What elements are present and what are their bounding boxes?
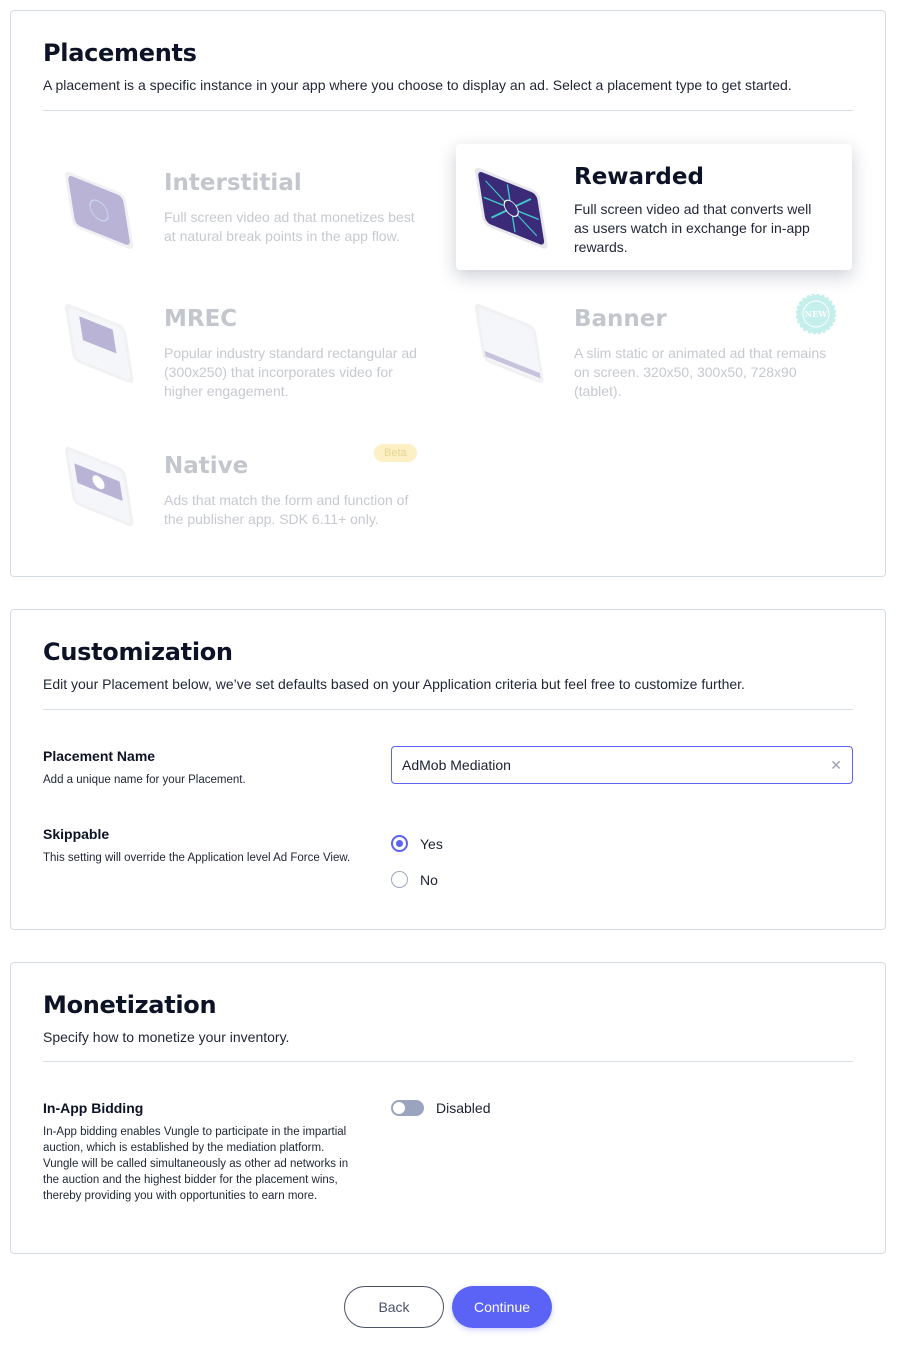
- skippable-label: Skippable: [43, 826, 110, 842]
- banner-phone-icon: [474, 303, 544, 384]
- placements-title: Placements: [43, 39, 197, 67]
- placement-native[interactable]: Native Ads that match the form and funct…: [46, 427, 442, 553]
- placement-mrec[interactable]: MREC Popular industry standard rectangul…: [46, 280, 442, 406]
- svg-text:NEW: NEW: [805, 309, 828, 319]
- native-phone-icon: [64, 446, 134, 527]
- toggle-state-label: Disabled: [436, 1100, 491, 1116]
- placement-desc: Ads that match the form and function of …: [164, 492, 409, 527]
- placement-desc: A slim static or animated ad that remain…: [574, 345, 827, 399]
- divider: [43, 110, 853, 111]
- monetization-card: Monetization Specify how to monetize you…: [10, 962, 886, 1254]
- skippable-hint: This setting will override the Applicati…: [43, 852, 351, 864]
- placement-name-label: Placement Name: [43, 748, 156, 764]
- placement-desc: Full screen video ad that monetizes best…: [164, 209, 415, 244]
- placement-desc: Full screen video ad that converts well …: [574, 201, 812, 255]
- radio-unchecked-icon: [391, 871, 408, 888]
- rewarded-phone-icon: [474, 167, 548, 249]
- radio-label: Yes: [420, 835, 443, 852]
- placement-title: MREC: [164, 306, 238, 332]
- placement-interstitial[interactable]: Interstitial Full screen video ad that m…: [46, 144, 442, 270]
- clear-icon[interactable]: ✕: [830, 757, 842, 773]
- divider: [43, 709, 853, 710]
- placements-card: Placements A placement is a specific ins…: [10, 10, 886, 577]
- skippable-no-radio[interactable]: No: [391, 871, 438, 888]
- customization-card: Customization Edit your Placement below,…: [10, 609, 886, 930]
- placement-title: Interstitial: [164, 170, 302, 196]
- divider: [43, 1061, 853, 1062]
- customization-subtitle: Edit your Placement below, we’ve set def…: [43, 676, 745, 692]
- continue-button[interactable]: Continue: [452, 1286, 552, 1328]
- placement-name-input[interactable]: AdMob Mediation ✕: [391, 746, 853, 784]
- bidding-toggle[interactable]: [391, 1100, 424, 1116]
- new-badge-icon: NEW: [796, 294, 836, 334]
- bidding-hint: In-App bidding enables Vungle to partici…: [43, 1126, 349, 1202]
- customization-title: Customization: [43, 638, 233, 666]
- placement-name-value: AdMob Mediation: [402, 757, 511, 773]
- placement-title: Banner: [574, 306, 667, 332]
- toggle-knob: [393, 1102, 405, 1114]
- bidding-label: In-App Bidding: [43, 1100, 144, 1116]
- placement-title: Native: [164, 453, 249, 479]
- skippable-yes-radio[interactable]: Yes: [391, 835, 443, 852]
- placement-desc: Popular industry standard rectangular ad…: [164, 345, 417, 399]
- beta-badge: Beta: [374, 444, 417, 462]
- interstitial-phone-icon: [64, 171, 134, 249]
- monetization-subtitle: Specify how to monetize your inventory.: [43, 1029, 290, 1045]
- placements-subtitle: A placement is a specific instance in yo…: [43, 77, 792, 93]
- placement-title: Rewarded: [574, 164, 704, 190]
- monetization-title: Monetization: [43, 991, 217, 1019]
- radio-checked-icon: [391, 835, 408, 852]
- back-button[interactable]: Back: [344, 1286, 444, 1328]
- placement-banner[interactable]: Banner A slim static or animated ad that…: [456, 280, 852, 406]
- placement-name-hint: Add a unique name for your Placement.: [43, 774, 246, 786]
- radio-label: No: [420, 871, 438, 888]
- mrec-phone-icon: [64, 303, 134, 384]
- placement-rewarded[interactable]: Rewarded Full screen video ad that conve…: [456, 144, 852, 270]
